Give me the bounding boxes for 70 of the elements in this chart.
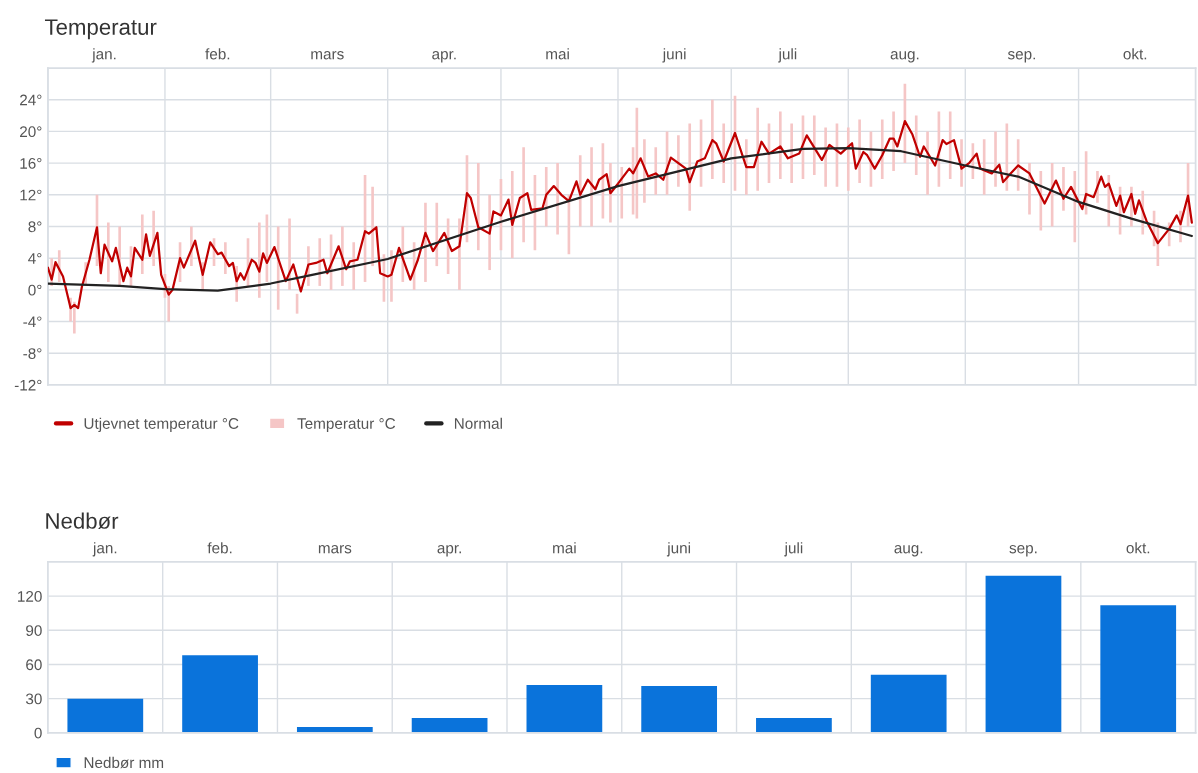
y-tick-label: 90 [26, 625, 42, 636]
y-tick-label: 0° [28, 284, 42, 296]
x-tick-label: aug. [890, 51, 919, 63]
y-tick-label: 8° [28, 221, 42, 233]
bar [677, 135, 680, 187]
bar [948, 111, 952, 179]
bar [1100, 605, 1177, 733]
legend-label: Nedbør mm [84, 756, 164, 769]
bar [67, 698, 144, 733]
y-tick-label: -4° [23, 316, 42, 328]
x-tick-label: apr. [432, 51, 456, 63]
chart-title: Temperatur [44, 19, 157, 40]
bar [590, 147, 593, 227]
x-tick-label: mai [553, 542, 576, 554]
y-tick-label: 30 [25, 693, 42, 705]
y-tick-label: -8° [23, 348, 42, 359]
bar [641, 686, 718, 733]
legend-label: Temperatur °C [297, 418, 396, 432]
bar [371, 186, 374, 267]
bar [812, 115, 816, 175]
y-tick-label: 12° [20, 189, 42, 201]
y-tick-label: 60 [26, 659, 42, 671]
bar [982, 139, 986, 195]
x-tick-label: apr. [437, 545, 461, 557]
bar [522, 147, 525, 243]
bar [985, 575, 1062, 733]
legend-label: Normal [454, 417, 502, 429]
x-tick-label: aug. [894, 545, 923, 557]
bar [756, 718, 832, 733]
bar [1062, 167, 1065, 211]
x-tick-label: okt. [1126, 542, 1150, 554]
x-tick-label: sep. [1009, 545, 1037, 557]
bar [790, 123, 793, 183]
bar [892, 111, 895, 172]
y-tick-label: 4° [28, 253, 42, 264]
y-tick-label: 20° [20, 126, 42, 138]
y-tick-label: 24° [20, 94, 42, 106]
chart-title: Nedbør [46, 512, 119, 530]
x-tick-label: sep. [1007, 51, 1035, 63]
bar [870, 674, 947, 733]
x-tick-label: mai [546, 48, 569, 60]
bar [654, 147, 658, 195]
bar [556, 163, 559, 235]
bar [1073, 171, 1077, 243]
bar [926, 131, 929, 195]
x-tick-label: mars [311, 51, 344, 60]
y-tick-label: 16° [20, 157, 42, 169]
x-tick-label: mars [318, 545, 352, 554]
x-tick-label: okt. [1123, 48, 1147, 60]
bar [722, 123, 726, 183]
y-tick-label: 120 [18, 591, 42, 602]
bar [435, 202, 439, 267]
bar [182, 655, 258, 733]
x-tick-label: juli [784, 542, 803, 557]
y-tick-label: -12° [14, 379, 42, 391]
x-tick-label: feb. [207, 542, 232, 554]
bar [846, 127, 850, 191]
y-tick-label: 0 [34, 727, 42, 739]
x-tick-label: jan. [92, 542, 117, 557]
x-tick-label: jan. [91, 48, 116, 63]
bar [411, 718, 488, 733]
x-tick-label: juli [778, 48, 797, 63]
bar [688, 123, 692, 211]
legend-label: Utjevnet temperatur °C [84, 417, 239, 432]
x-tick-label: juni [666, 542, 691, 557]
bar [476, 163, 480, 251]
x-tick-label: juni [662, 48, 686, 63]
bar [711, 99, 714, 179]
bar [526, 684, 603, 733]
x-tick-label: feb. [205, 48, 230, 60]
